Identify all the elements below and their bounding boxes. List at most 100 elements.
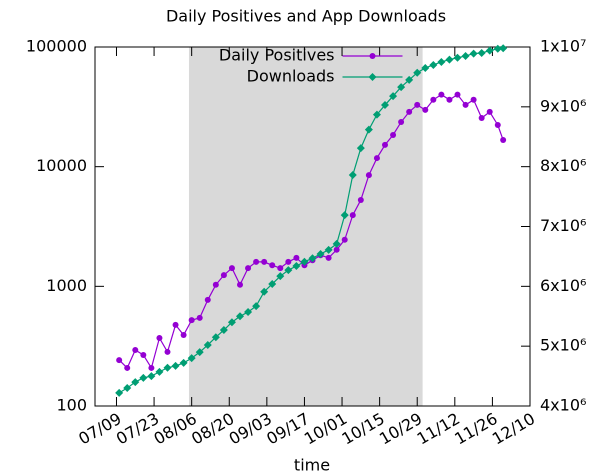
y2-tick-label: 8x10⁶	[540, 156, 586, 175]
point	[253, 258, 260, 265]
point	[188, 317, 195, 324]
point	[237, 281, 243, 288]
point	[470, 96, 477, 103]
point	[430, 96, 437, 103]
point	[325, 254, 332, 261]
y-tick-label: 100000	[26, 37, 87, 56]
point	[285, 258, 292, 265]
point	[356, 144, 365, 153]
point	[308, 254, 317, 263]
point	[382, 141, 388, 148]
point	[245, 265, 252, 272]
point	[220, 272, 227, 279]
point	[398, 119, 405, 126]
point	[228, 265, 235, 272]
y-tick-label: 1000	[46, 276, 87, 295]
point	[462, 101, 469, 108]
y-tick-label: 10000	[36, 156, 87, 175]
point	[406, 108, 413, 115]
point	[172, 321, 179, 328]
point	[131, 378, 140, 387]
point	[139, 373, 148, 382]
point	[123, 384, 132, 393]
point	[147, 372, 156, 381]
point	[486, 108, 493, 115]
point	[115, 388, 124, 397]
point	[292, 261, 301, 270]
point	[461, 51, 470, 60]
point	[171, 361, 180, 370]
point	[236, 312, 244, 321]
point	[124, 364, 131, 371]
point	[341, 236, 348, 243]
point	[140, 351, 147, 358]
point	[163, 363, 172, 372]
point	[373, 155, 380, 162]
point	[203, 340, 212, 349]
point	[227, 318, 236, 327]
point	[276, 272, 285, 281]
point	[212, 281, 219, 288]
point	[244, 308, 253, 317]
point	[500, 137, 507, 144]
point	[381, 101, 389, 110]
point	[284, 266, 293, 275]
point	[446, 96, 453, 103]
point	[445, 55, 454, 64]
y2-tick-label: 1x10⁷	[540, 37, 586, 56]
point	[478, 115, 485, 122]
point	[357, 196, 364, 203]
point	[116, 357, 123, 364]
point	[469, 49, 478, 58]
point	[348, 171, 357, 180]
x-tick-label: 12/10	[489, 409, 538, 449]
point	[269, 262, 276, 269]
point	[333, 246, 340, 253]
legend-marker	[368, 73, 377, 81]
point	[332, 239, 341, 248]
point	[204, 296, 211, 303]
point	[493, 44, 502, 53]
point	[268, 279, 277, 288]
point	[364, 125, 373, 134]
point	[438, 91, 445, 98]
shaded-region	[188, 47, 423, 406]
point	[180, 332, 187, 339]
point	[372, 110, 381, 119]
point	[164, 348, 171, 355]
y-tick-label: 100	[56, 396, 87, 415]
point	[195, 348, 204, 357]
point	[324, 245, 333, 254]
plot-border	[94, 46, 531, 407]
legend-label: Downloads	[247, 67, 335, 86]
y2-tick-label: 7x10⁶	[540, 216, 586, 235]
point	[132, 346, 139, 353]
point	[316, 250, 325, 259]
point	[437, 57, 446, 66]
y2-tick-label: 5x10⁶	[540, 336, 586, 355]
legend-label: Daily Positives	[219, 46, 335, 65]
point	[499, 44, 508, 53]
point	[252, 302, 261, 311]
point	[389, 92, 398, 101]
point	[397, 83, 406, 92]
point	[494, 121, 501, 128]
y2-tick-label: 4x10⁶	[540, 396, 586, 415]
point	[219, 326, 228, 335]
point	[485, 46, 494, 55]
point	[187, 354, 196, 363]
point	[421, 63, 430, 72]
chart-title: Daily Positives and App Downloads	[166, 7, 446, 26]
point	[156, 335, 163, 342]
y2-tick-label: 9x10⁶	[540, 96, 586, 115]
point	[196, 314, 203, 321]
point	[260, 287, 269, 296]
point	[349, 212, 356, 219]
point	[414, 101, 421, 108]
point	[211, 333, 220, 342]
point	[454, 91, 461, 98]
point	[365, 172, 372, 179]
point	[300, 257, 309, 266]
point	[413, 68, 422, 77]
